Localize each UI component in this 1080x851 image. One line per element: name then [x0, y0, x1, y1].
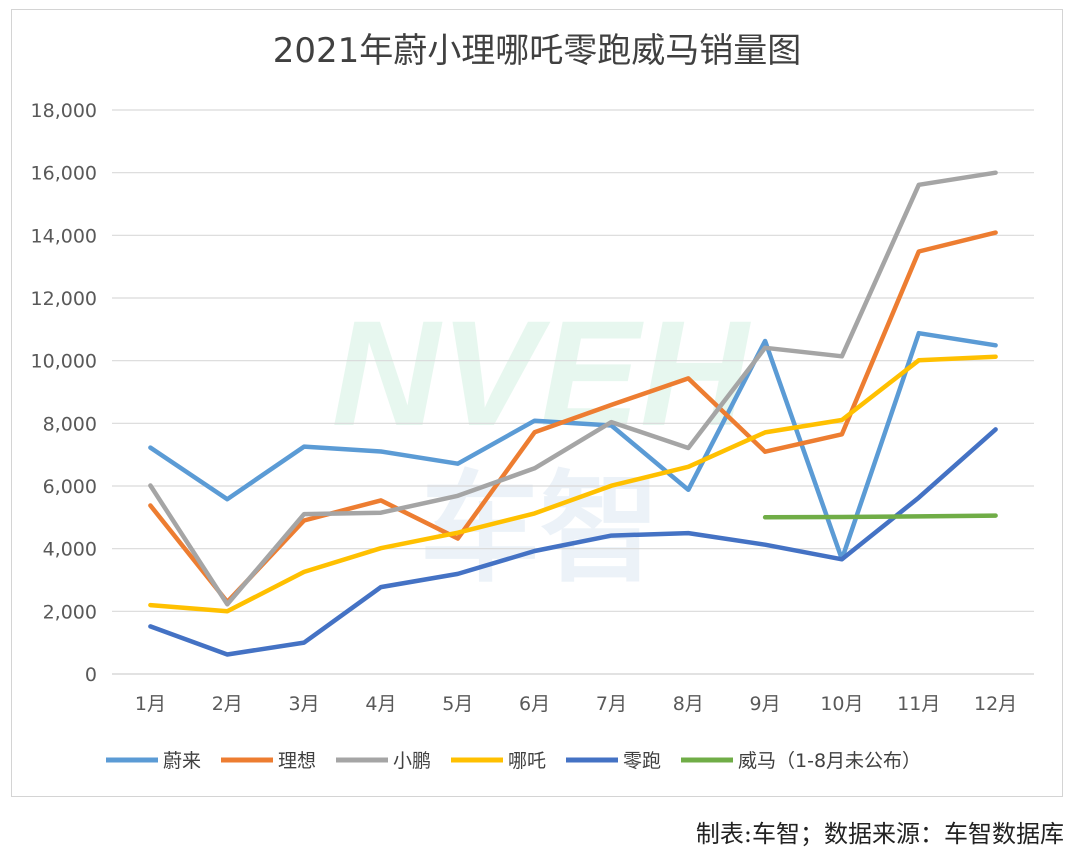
- series-line: [762, 513, 998, 520]
- series-line: [148, 427, 998, 657]
- x-tick-label: 10月: [820, 693, 863, 715]
- y-tick-label: 18,000: [31, 100, 97, 122]
- y-tick-label: 4,000: [43, 539, 97, 561]
- legend-label: 哪吒: [508, 750, 546, 772]
- legend: 蔚来 理想 小鹏 哪吒 零跑 威马（1-8月未公布）: [106, 750, 921, 772]
- y-tick-label: 10,000: [31, 351, 97, 373]
- series-line: [148, 170, 998, 607]
- y-axis-tick-labels: 0 2,000 4,000 6,000 8,000 10,000 12,000 14,000 1…: [31, 100, 97, 686]
- y-tick-label: 16,000: [31, 163, 97, 185]
- x-tick-label: 12月: [974, 693, 1017, 715]
- y-tick-label: 0: [85, 664, 97, 686]
- series-lines: [148, 170, 998, 657]
- x-tick-label: 9月: [750, 693, 781, 715]
- y-tick-label: 14,000: [31, 225, 97, 247]
- x-tick-label: 2月: [212, 693, 243, 715]
- x-tick-label: 1月: [135, 693, 166, 715]
- grid-lines: [112, 109, 1034, 675]
- x-tick-label: 6月: [519, 693, 550, 715]
- watermark-logo: NVEH 车智: [332, 289, 751, 599]
- legend-label: 蔚来: [163, 750, 201, 772]
- series-line: [148, 354, 998, 614]
- x-tick-label: 5月: [442, 693, 473, 715]
- x-tick-label: 11月: [897, 693, 940, 715]
- legend-label: 威马（1-8月未公布）: [738, 750, 921, 772]
- chart-frame: [11, 9, 1063, 797]
- y-tick-label: 12,000: [31, 288, 97, 310]
- y-tick-label: 6,000: [43, 476, 97, 498]
- legend-label: 理想: [278, 750, 316, 772]
- series-line: [148, 330, 998, 562]
- y-tick-label: 2,000: [43, 601, 97, 623]
- legend-label: 小鹏: [393, 750, 431, 772]
- legend-label: 零跑: [623, 750, 661, 772]
- y-tick-label: 8,000: [43, 413, 97, 435]
- x-tick-label: 7月: [596, 693, 627, 715]
- x-tick-label: 4月: [365, 693, 396, 715]
- series-line: [148, 230, 998, 605]
- source-footer: 制表:车智；数据来源：车智数据库: [695, 820, 1064, 848]
- x-axis-tick-labels: 1月 2月 3月 4月 5月 6月 7月 8月 9月 10月 11月 12月: [135, 693, 1017, 715]
- chart-title: 2021年蔚小理哪吒零跑威马销量图: [273, 31, 802, 71]
- x-tick-label: 8月: [673, 693, 704, 715]
- x-tick-label: 3月: [289, 693, 320, 715]
